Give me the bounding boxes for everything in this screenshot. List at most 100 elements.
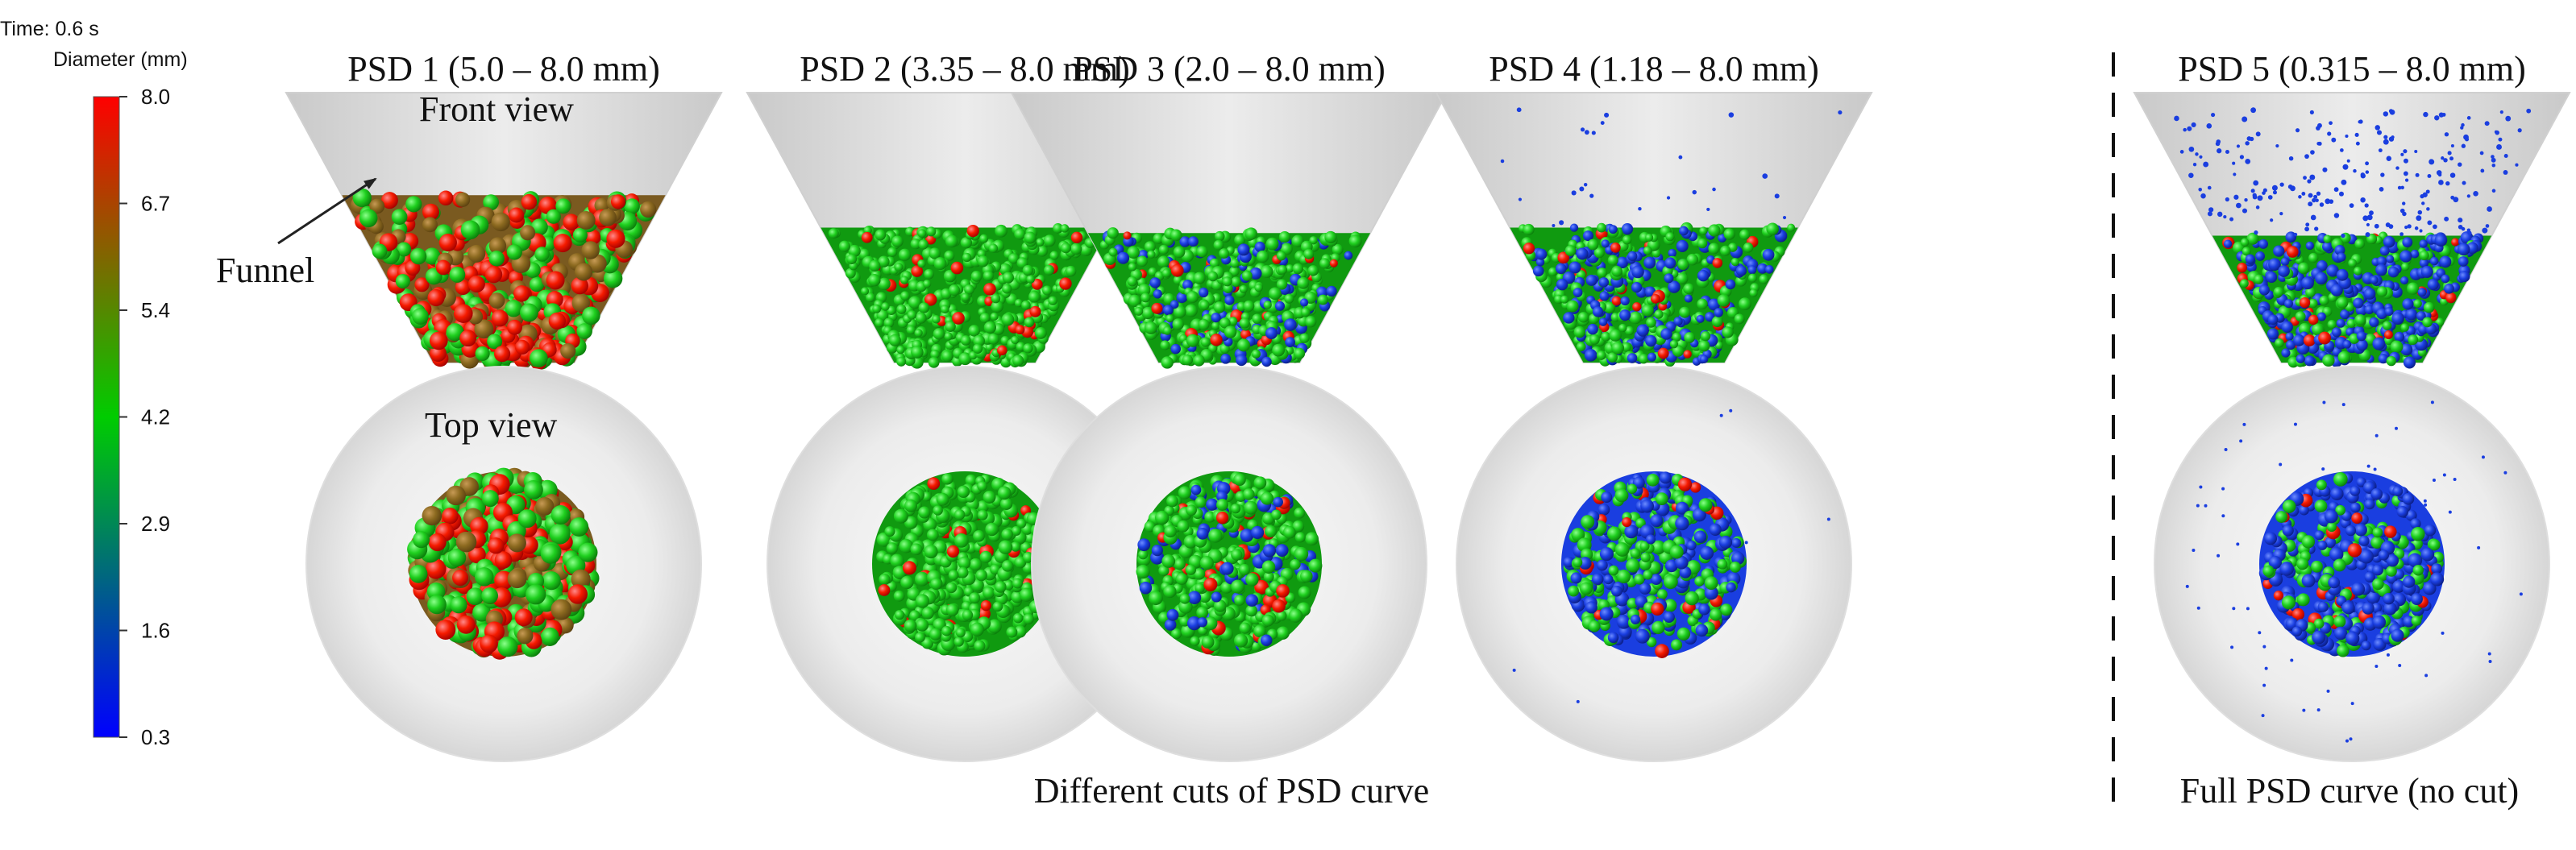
particle [1213,301,1226,313]
particle [2336,318,2345,328]
particle [2427,279,2439,291]
colorbar-tick-label: 8.0 [141,85,170,109]
particle [1263,571,1274,583]
particle [1650,574,1662,586]
particle [571,276,588,295]
loose-particle [2302,708,2306,712]
loose-particle [2442,473,2446,477]
particle [2364,571,2375,583]
particle [1260,491,1274,505]
loose-particle [2364,203,2369,208]
particle [2268,258,2281,272]
loose-particle [2304,226,2309,232]
particle [1254,283,1263,292]
particle [2336,268,2349,281]
particle [1228,317,1238,326]
loose-particle [2245,158,2251,164]
particle [2267,314,2279,325]
particle [1697,238,1708,249]
loose-particle [2448,510,2452,514]
loose-particle [2232,607,2236,611]
particle [1206,498,1219,511]
particle [1253,476,1267,490]
particle [904,619,917,632]
loose-particle [2185,584,2189,588]
particle [2264,532,2278,545]
particle [2383,592,2395,605]
loose-particle [2203,161,2209,168]
particle [1186,504,1197,516]
particle [2316,312,2326,321]
particle [2411,616,2422,626]
loose-particle [2366,222,2370,226]
particle [2342,340,2352,349]
loose-particle [2461,226,2466,231]
particle [474,319,494,339]
particle [1243,300,1255,312]
particle [962,252,972,263]
particle [2354,314,2366,325]
loose-particle [1604,112,1610,118]
particle [915,632,925,643]
loose-particle [2287,185,2293,189]
particle [924,268,934,280]
particle [2439,255,2452,268]
particle [455,279,471,296]
loose-particle [2303,176,2307,180]
particle [1576,247,1589,260]
loose-particle [2362,215,2369,222]
loose-particle [2245,141,2250,146]
particle [985,342,994,351]
particle [966,224,979,238]
particle [2384,307,2394,317]
loose-particle [2333,213,2340,218]
particle [1523,223,1535,235]
particle [427,595,447,615]
particle [1563,312,1575,324]
particle [422,203,439,221]
particle [991,300,1003,313]
loose-particle [2224,448,2228,452]
particle [1042,285,1053,296]
loose-particle [2389,109,2395,115]
particle [1664,273,1674,284]
loose-particle [1579,186,1585,192]
particle [2429,539,2441,551]
particle [1344,251,1353,260]
loose-particle [2316,141,2320,146]
particle [1151,545,1163,557]
loose-particle [2242,422,2246,426]
particle [2333,558,2346,572]
particle [581,241,600,259]
particle [1646,636,1657,648]
particle [1699,355,1709,364]
loose-particle [2253,180,2259,186]
loose-particle [2416,215,2422,222]
particle [1684,294,1693,303]
particle [546,271,565,290]
particle [1622,234,1632,245]
particle [884,526,895,537]
particle [1148,267,1157,276]
particle [911,346,924,359]
loose-particle [2480,168,2485,173]
particle [926,529,939,541]
particle [412,308,429,325]
particle [429,331,448,350]
particle [1564,245,1577,256]
particle [1209,258,1219,268]
particle [1149,277,1161,288]
particle [1193,568,1206,580]
particle [1213,599,1227,612]
particle [1203,577,1218,591]
particle [520,303,538,322]
particle [902,561,916,575]
particle [1137,538,1151,552]
particle [507,569,527,589]
particle [2387,266,2399,278]
loose-particle [1591,131,1596,135]
loose-particle [1600,121,1605,126]
loose-particle [1571,190,1577,196]
particle [1213,239,1224,251]
loose-particle [2314,226,2319,231]
